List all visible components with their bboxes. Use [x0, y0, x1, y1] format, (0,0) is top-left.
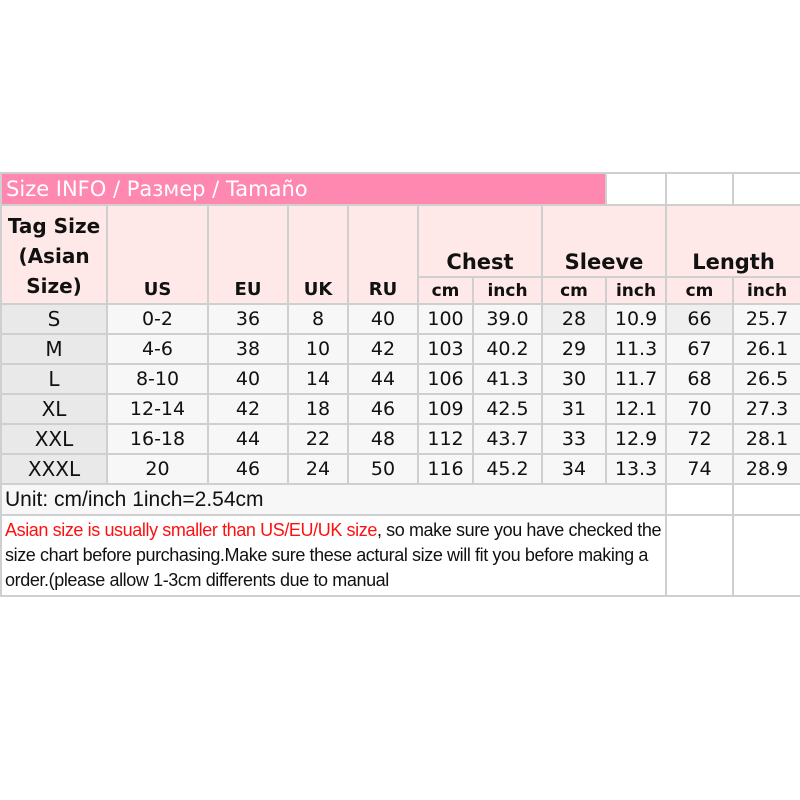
value-cell: 24 [287, 453, 349, 485]
value-cell: 10.9 [605, 303, 668, 335]
value-cell: 43.7 [472, 423, 543, 455]
value-cell: 28.9 [732, 453, 800, 485]
header-sleeve-cm: cm [540, 276, 608, 305]
size-chart-table: Size INFO / Размер / Tamaño Tag Size (As… [0, 172, 800, 597]
value-cell: 8-10 [106, 363, 209, 395]
table-row: M 4-6 38 10 42 103 40.2 29 11.3 67 26.1 [0, 333, 800, 365]
value-cell: 10 [287, 333, 349, 365]
value-cell: 12.9 [605, 423, 668, 455]
size-cell: L [0, 363, 108, 395]
header-ru: RU [347, 204, 419, 305]
value-cell: 0-2 [106, 303, 209, 335]
header-chest: Chest [417, 204, 543, 278]
value-cell: 41.3 [472, 363, 543, 395]
value-cell: 103 [417, 333, 474, 365]
value-cell: 25.7 [732, 303, 800, 335]
value-cell: 29 [540, 333, 608, 365]
size-warning-note: Asian size is usually smaller than US/EU… [0, 514, 668, 597]
value-cell: 33 [540, 423, 608, 455]
value-cell: 27.3 [732, 393, 800, 425]
value-cell: 16-18 [106, 423, 209, 455]
value-cell: 70 [665, 393, 735, 425]
value-cell: 39.0 [472, 303, 543, 335]
value-cell: 13.3 [605, 453, 668, 485]
value-cell: 68 [665, 363, 735, 395]
header-chest-cm: cm [417, 276, 474, 305]
value-cell: 46 [207, 453, 289, 485]
header-us: US [106, 204, 209, 305]
size-cell: XL [0, 393, 108, 425]
size-cell: M [0, 333, 108, 365]
value-cell: 40 [347, 303, 419, 335]
header-length-inch: inch [732, 276, 800, 305]
warning-red-text: Asian size is usually smaller than US/EU… [5, 520, 377, 540]
header-tag-size: Tag Size (Asian Size) [0, 204, 108, 305]
value-cell: 26.1 [732, 333, 800, 365]
size-cell: S [0, 303, 108, 335]
value-cell: 12-14 [106, 393, 209, 425]
header-length-cm: cm [665, 276, 735, 305]
unit-note: Unit: cm/inch 1inch=2.54cm [0, 483, 668, 516]
value-cell: 38 [207, 333, 289, 365]
value-cell: 8 [287, 303, 349, 335]
header-sleeve-inch: inch [605, 276, 668, 305]
value-cell: 106 [417, 363, 474, 395]
header-eu: EU [207, 204, 289, 305]
value-cell: 45.2 [472, 453, 543, 485]
value-cell: 74 [665, 453, 735, 485]
value-cell: 14 [287, 363, 349, 395]
header-uk: UK [287, 204, 349, 305]
size-cell: XXXL [0, 453, 108, 485]
value-cell: 40.2 [472, 333, 543, 365]
value-cell: 72 [665, 423, 735, 455]
warning-text: , so make sure you have checked the size… [5, 520, 662, 590]
size-cell: XXL [0, 423, 108, 455]
value-cell: 34 [540, 453, 608, 485]
value-cell: 28.1 [732, 423, 800, 455]
value-cell: 11.3 [605, 333, 668, 365]
value-cell: 100 [417, 303, 474, 335]
size-info-title: Size INFO / Размер / Tamaño [0, 172, 608, 206]
value-cell: 11.7 [605, 363, 668, 395]
value-cell: 31 [540, 393, 608, 425]
value-cell: 36 [207, 303, 289, 335]
value-cell: 22 [287, 423, 349, 455]
value-cell: 44 [347, 363, 419, 395]
value-cell: 42 [207, 393, 289, 425]
value-cell: 18 [287, 393, 349, 425]
value-cell: 42 [347, 333, 419, 365]
table-row: XL 12-14 42 18 46 109 42.5 31 12.1 70 27.3 [0, 393, 800, 425]
table-row: L 8-10 40 14 44 106 41.3 30 11.7 68 26.5 [0, 363, 800, 395]
value-cell: 112 [417, 423, 474, 455]
value-cell: 26.5 [732, 363, 800, 395]
value-cell: 40 [207, 363, 289, 395]
value-cell: 109 [417, 393, 474, 425]
value-cell: 48 [347, 423, 419, 455]
value-cell: 50 [347, 453, 419, 485]
value-cell: 67 [665, 333, 735, 365]
value-cell: 28 [540, 303, 608, 335]
value-cell: 44 [207, 423, 289, 455]
value-cell: 30 [540, 363, 608, 395]
value-cell: 66 [665, 303, 735, 335]
header-sleeve: Sleeve [540, 204, 668, 278]
value-cell: 42.5 [472, 393, 543, 425]
header-length: Length [665, 204, 800, 278]
table-row: S 0-2 36 8 40 100 39.0 28 10.9 66 25.7 [0, 303, 800, 335]
table-row: XXXL 20 46 24 50 116 45.2 34 13.3 74 28.9 [0, 453, 800, 485]
header-chest-inch: inch [472, 276, 543, 305]
value-cell: 46 [347, 393, 419, 425]
value-cell: 116 [417, 453, 474, 485]
value-cell: 4-6 [106, 333, 209, 365]
table-row: XXL 16-18 44 22 48 112 43.7 33 12.9 72 28.1 [0, 423, 800, 455]
value-cell: 20 [106, 453, 209, 485]
value-cell: 12.1 [605, 393, 668, 425]
